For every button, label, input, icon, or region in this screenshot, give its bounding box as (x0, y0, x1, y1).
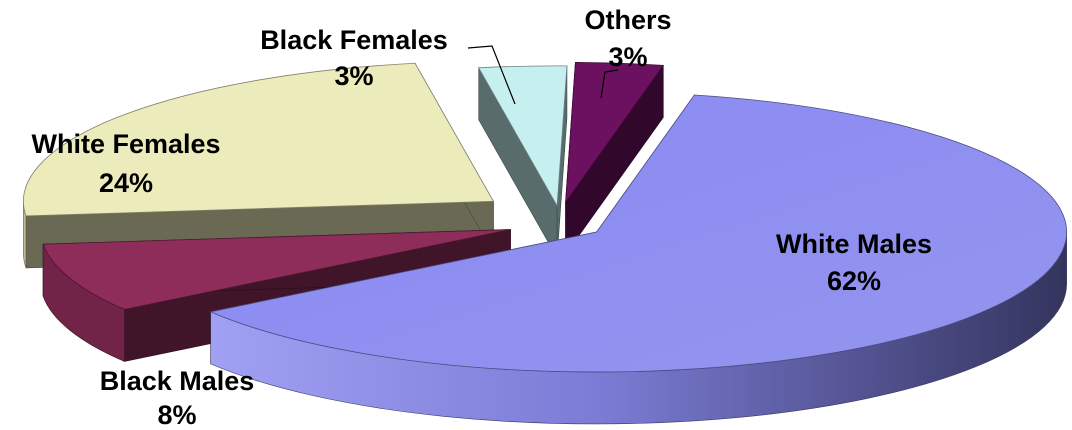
slice-value-black-females: 3% (334, 61, 373, 91)
slice-black-females (478, 65, 568, 259)
slice-top-black-males (42, 229, 511, 310)
slice-label-black-males: Black Males (100, 366, 255, 396)
slice-value-others: 3% (608, 42, 647, 72)
slice-label-white-females: White Females (31, 129, 220, 159)
leader-line-black-females (467, 45, 516, 105)
slice-top-others (565, 61, 665, 204)
slice-value-white-females: 24% (99, 168, 153, 198)
slice-value-black-males: 8% (157, 400, 196, 430)
slice-top-black-females (478, 65, 568, 208)
slice-label-black-females: Black Females (260, 25, 448, 55)
slice-others (565, 61, 665, 256)
slice-white-males (209, 94, 1068, 425)
slice-label-others: Others (584, 5, 671, 35)
slice-label-white-males: White Males (776, 229, 932, 259)
leader-line-others (600, 69, 619, 99)
slice-top-white-females (23, 62, 495, 217)
slice-top-white-males (209, 94, 1068, 373)
slice-value-white-males: 62% (827, 266, 881, 296)
